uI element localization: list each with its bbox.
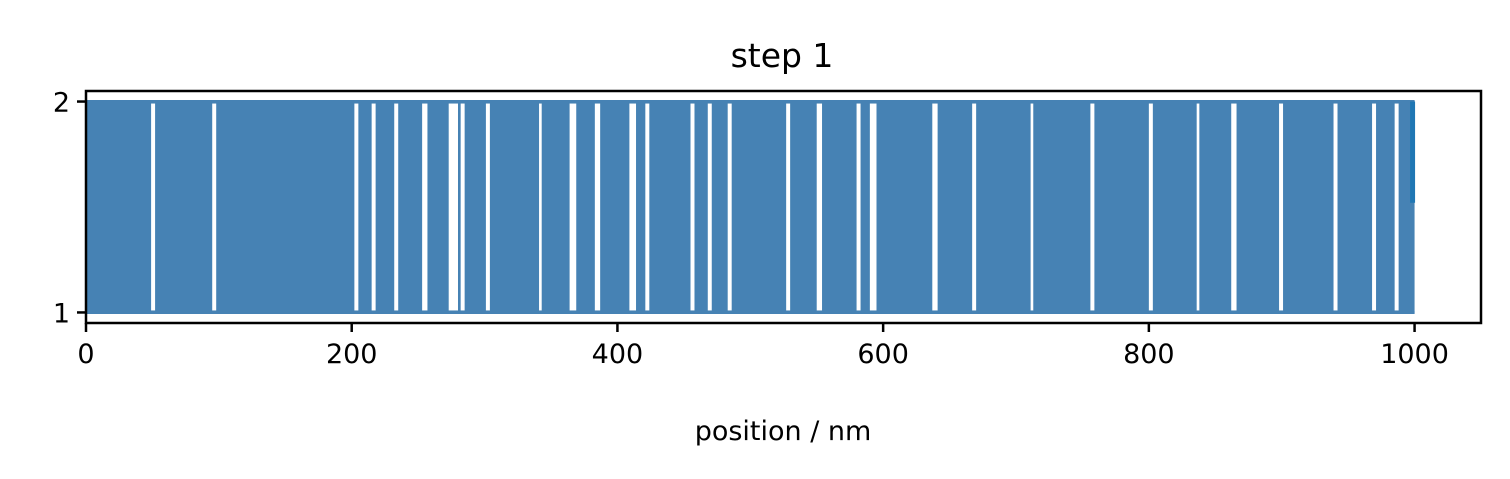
series-gap: [422, 103, 428, 311]
x-tick-label: 1000: [1380, 339, 1449, 370]
series-fill: [86, 100, 1415, 314]
series-gap: [972, 103, 977, 311]
series-gap: [1231, 103, 1237, 311]
series-gap: [539, 103, 542, 311]
series-gap: [1279, 103, 1284, 311]
series-gap: [629, 103, 637, 311]
y-tick-label: 2: [53, 88, 70, 119]
series-gap: [485, 103, 490, 311]
x-axis: 0 200 400 600 800 1000: [77, 323, 1449, 370]
chart-title: step 1: [731, 36, 834, 75]
series-gap: [856, 103, 861, 311]
series-gap: [1372, 103, 1377, 311]
series-gap: [1030, 103, 1034, 311]
series-gap: [1148, 103, 1153, 311]
series-gap: [690, 103, 695, 311]
series-gap: [869, 103, 877, 311]
y-tick-label: 1: [53, 298, 70, 329]
x-tick-label: 800: [1123, 339, 1175, 370]
axes-frame: [84, 89, 1483, 325]
series-gap: [394, 103, 399, 311]
series-gap: [569, 103, 577, 311]
plot-area: [86, 100, 1416, 314]
series-gap: [371, 103, 376, 311]
series-gap: [1333, 103, 1338, 311]
x-tick-label: 0: [77, 339, 94, 370]
series-gap: [1090, 103, 1095, 311]
series-gap: [1394, 103, 1399, 311]
series-gap: [707, 103, 712, 311]
series-gap: [354, 103, 359, 311]
x-tick-label: 400: [592, 339, 644, 370]
series-gap: [212, 103, 217, 311]
series-gap: [151, 103, 156, 311]
series-gap: [727, 103, 732, 311]
series-gap: [448, 103, 458, 311]
y-axis: 12: [53, 88, 86, 329]
series-gap: [932, 103, 938, 311]
series-gap: [1196, 103, 1200, 311]
series-gap: [594, 103, 601, 311]
x-tick-label: 600: [857, 339, 909, 370]
x-axis-label: position / nm: [695, 416, 872, 447]
x-tick-label: 200: [326, 339, 378, 370]
series-gap: [460, 103, 465, 311]
series-gap: [816, 103, 823, 311]
series-gap: [645, 103, 650, 311]
series-gap: [786, 103, 791, 311]
